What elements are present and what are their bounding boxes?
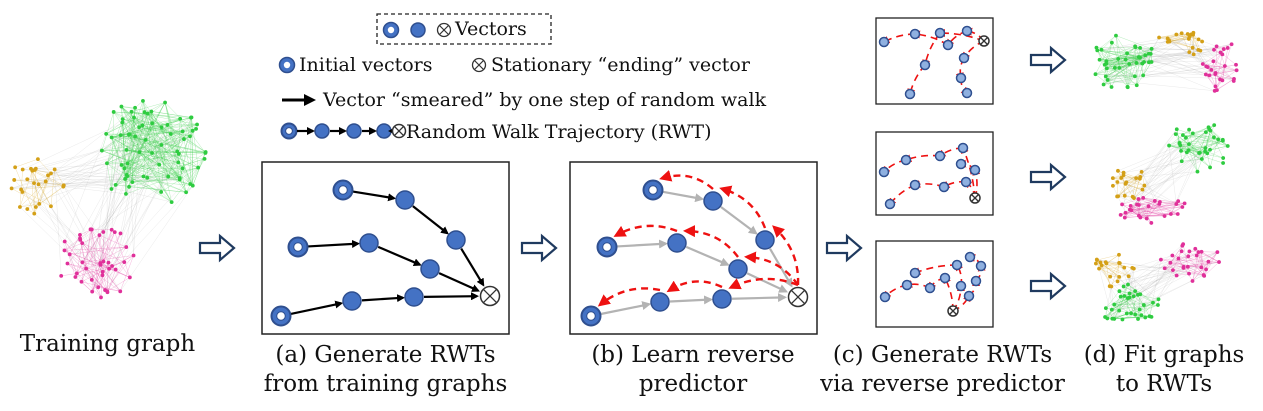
vector-node (963, 27, 972, 36)
initial-vector-icon (280, 58, 295, 73)
flow-arrow-icon (1031, 165, 1065, 189)
ending-vector-node (970, 193, 980, 203)
ending-vector-node (948, 306, 958, 316)
caption-a-line2: from training graphs (248, 370, 523, 399)
caption-training-line: Training graph (5, 330, 210, 359)
vector-node (902, 156, 911, 165)
vector-node (906, 90, 915, 99)
vector-node (903, 281, 912, 290)
vector-node (957, 282, 966, 291)
legend-vectors-label: Vectors (455, 18, 527, 40)
vector-node (957, 160, 966, 169)
rwt-icon (282, 124, 406, 139)
ending-vector-icon (438, 24, 451, 37)
initial-vector-node (582, 307, 601, 326)
network-edges (1096, 244, 1219, 319)
vector-node (921, 61, 930, 70)
caption-d-line1: (d) Fit graphs (1070, 341, 1258, 370)
vector-node (668, 234, 686, 252)
vector-node (347, 124, 361, 138)
vector-node (421, 260, 439, 278)
flow-arrow-icon (827, 236, 861, 260)
vector-node (971, 166, 980, 175)
vector-node (953, 261, 962, 270)
vector-node (966, 253, 975, 262)
vector-node (729, 260, 747, 278)
caption-a: (a) Generate RWTs from training graphs (248, 341, 523, 399)
vector-node (343, 292, 361, 310)
caption-a-line1: (a) Generate RWTs (248, 341, 523, 370)
vector-node (965, 292, 974, 301)
vector-node (713, 290, 731, 308)
vector-node (447, 231, 465, 249)
vector-node (911, 30, 920, 39)
vector-node-icon (411, 23, 425, 37)
vector-node (941, 274, 950, 283)
ending-vector-node (789, 288, 808, 307)
legend-rwt-label: Random Walk Trajectory (RWT) (406, 121, 712, 143)
initial-vector-node (282, 124, 297, 139)
caption-c: (c) Generate RWTs via reverse predictor (815, 341, 1070, 399)
vector-node (405, 288, 423, 306)
caption-b: (b) Learn reverse predictor (568, 341, 818, 399)
initial-vector-node (289, 238, 308, 257)
vector-node (960, 54, 969, 63)
vector-node (651, 293, 669, 311)
initial-vector-node (598, 238, 617, 257)
vector-node (962, 178, 971, 187)
legend-initial-label: Initial vectors (299, 54, 433, 76)
vector-node (944, 41, 953, 50)
caption-b-line2: predictor (568, 370, 818, 399)
vector-node (880, 168, 889, 177)
vector-node (911, 269, 920, 278)
ending-vector-node (393, 125, 406, 138)
vector-node (315, 124, 329, 138)
initial-vector-node (272, 307, 291, 326)
vector-node (886, 200, 895, 209)
caption-d: (d) Fit graphs to RWTs (1070, 341, 1258, 399)
vector-node (880, 38, 889, 47)
panel-c-box-1 (876, 18, 993, 104)
caption-c-line1: (c) Generate RWTs (815, 341, 1070, 370)
vector-node (911, 181, 920, 190)
vector-node (704, 192, 722, 210)
legend-ending-label: Stationary “ending” vector (491, 54, 750, 76)
gray-forward-arrow (732, 297, 785, 298)
vector-node (959, 144, 968, 153)
vector-node (977, 262, 986, 271)
caption-c-line2: via reverse predictor (815, 370, 1070, 399)
ending-vector-node (481, 287, 500, 306)
vector-node (957, 74, 966, 83)
initial-vector-icon (384, 23, 399, 38)
fitted-graphs (1094, 31, 1239, 322)
flow-arrow-icon (1031, 48, 1065, 72)
vector-node (936, 152, 945, 161)
vector-node (940, 183, 949, 192)
caption-training-graph: Training graph (5, 330, 210, 359)
vector-node (881, 293, 890, 302)
vector-node (926, 284, 935, 293)
vector-node (972, 277, 981, 286)
vector-node (756, 231, 774, 249)
legend-smeared-label: Vector “smeared” by one step of random w… (323, 89, 766, 111)
flow-arrow-icon (1031, 274, 1065, 298)
ending-vector-icon (473, 59, 486, 72)
flow-arrow-icon (200, 236, 234, 260)
vector-node (963, 89, 972, 98)
caption-d-line2: to RWTs (1070, 370, 1258, 399)
vector-node (396, 191, 414, 209)
forward-arrow (424, 296, 477, 297)
flow-arrow-icon (522, 236, 556, 260)
vector-node (360, 234, 378, 252)
ending-vector-node (979, 36, 989, 46)
initial-vector-node (334, 181, 353, 200)
vector-node (936, 29, 945, 38)
training-graph (10, 99, 208, 299)
vector-node (377, 124, 391, 138)
initial-vector-node (644, 181, 663, 200)
caption-b-line1: (b) Learn reverse (568, 341, 818, 370)
